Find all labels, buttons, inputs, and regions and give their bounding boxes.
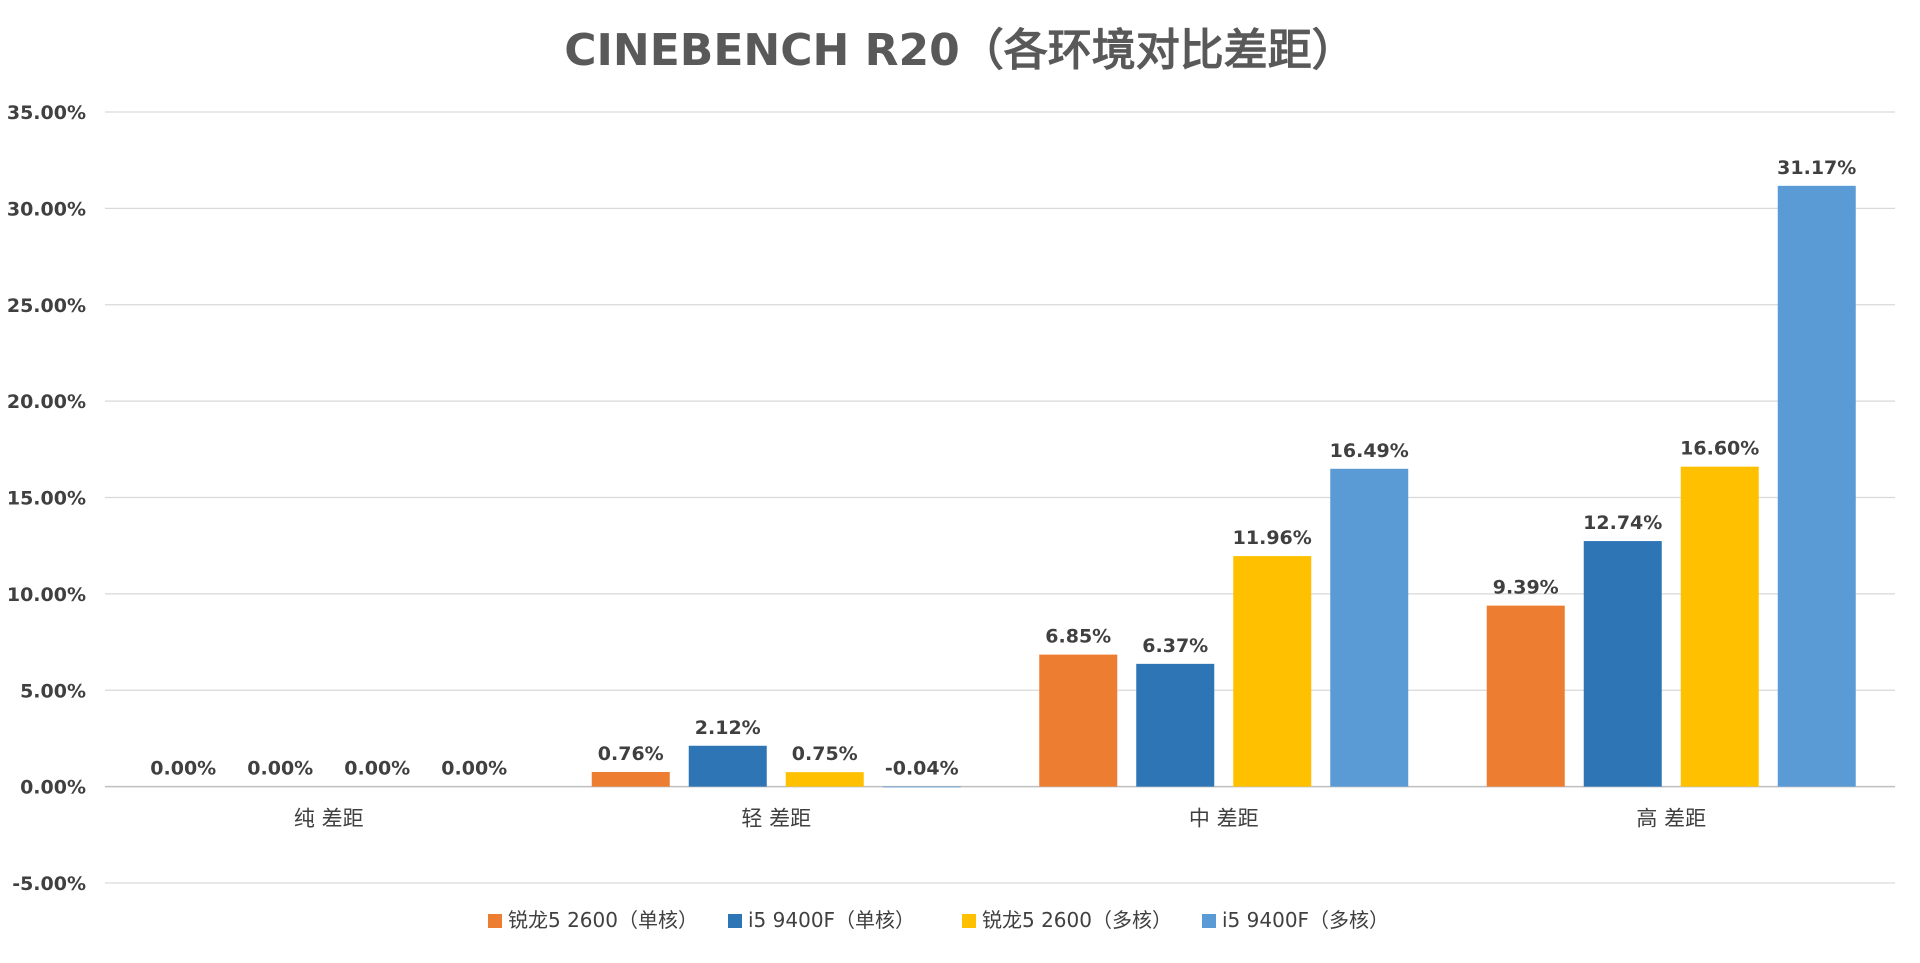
y-axis-tick-labels: -5.00% 0.00% 5.00% 10.00% 15.00% 20.00% 25.00%… (7, 102, 86, 895)
legend-swatch (728, 914, 742, 928)
data-label: 0.00% (441, 758, 507, 780)
y-tick-label: 30.00% (7, 198, 86, 220)
bar (785, 772, 864, 787)
y-tick-label: 25.00% (7, 295, 86, 317)
bar (1777, 185, 1856, 787)
gridlines (105, 111, 1895, 884)
legend-swatch (1202, 914, 1216, 928)
data-label: 9.39% (1493, 577, 1559, 599)
data-label: 0.76% (598, 743, 664, 765)
bar (591, 771, 670, 787)
category-label: 轻 差距 (741, 807, 811, 831)
data-label: 6.37% (1142, 635, 1208, 657)
legend-label: i5 9400F（多核） (1222, 908, 1389, 932)
data-label: 0.00% (150, 758, 216, 780)
data-label: 0.00% (247, 758, 313, 780)
data-labels: 0.00% 0.00% 0.00% 0.00% 0.76% 2.12% 0.75% -0.04… (150, 157, 1856, 780)
legend: 锐龙5 2600（单核） i5 9400F（单核） 锐龙5 2600（多核） i5 9… (488, 908, 1389, 932)
legend-label: i5 9400F（单核） (748, 908, 915, 932)
y-tick-label: -5.00% (12, 873, 86, 895)
category-label: 纯 差距 (294, 807, 364, 831)
bar (1486, 605, 1565, 787)
bar (1136, 663, 1215, 787)
data-label: 6.85% (1045, 626, 1111, 648)
data-label: -0.04% (885, 758, 959, 780)
legend-swatch (488, 914, 502, 928)
y-tick-label: 20.00% (7, 391, 86, 413)
bar (1233, 556, 1312, 787)
chart-title: CINEBENCH R20（各环境对比差距） (564, 25, 1356, 76)
data-label: 16.60% (1680, 438, 1759, 460)
bar (1583, 541, 1662, 787)
legend-label: 锐龙5 2600（多核） (982, 908, 1172, 932)
data-label: 31.17% (1777, 157, 1856, 179)
y-tick-label: 10.00% (7, 584, 86, 606)
data-label: 2.12% (695, 717, 761, 739)
data-label: 11.96% (1233, 527, 1312, 549)
data-label: 0.00% (344, 758, 410, 780)
data-label: 12.74% (1583, 512, 1662, 534)
legend-label: 锐龙5 2600（单核） (508, 908, 698, 932)
y-tick-label: 35.00% (7, 102, 86, 124)
bar (882, 786, 961, 788)
category-labels: 纯 差距 轻 差距 中 差距 高 差距 (294, 807, 1706, 831)
bars (591, 185, 1856, 788)
bar (1039, 654, 1118, 787)
bar (1680, 466, 1759, 787)
y-tick-label: 5.00% (20, 680, 86, 702)
y-tick-label: 0.00% (20, 777, 86, 799)
category-label: 中 差距 (1189, 807, 1259, 831)
bar (1330, 468, 1409, 787)
y-tick-label: 15.00% (7, 488, 86, 510)
bar (688, 745, 767, 787)
category-label: 高 差距 (1636, 807, 1706, 831)
data-label: 0.75% (792, 743, 858, 765)
legend-swatch (962, 914, 976, 928)
data-label: 16.49% (1330, 440, 1409, 462)
